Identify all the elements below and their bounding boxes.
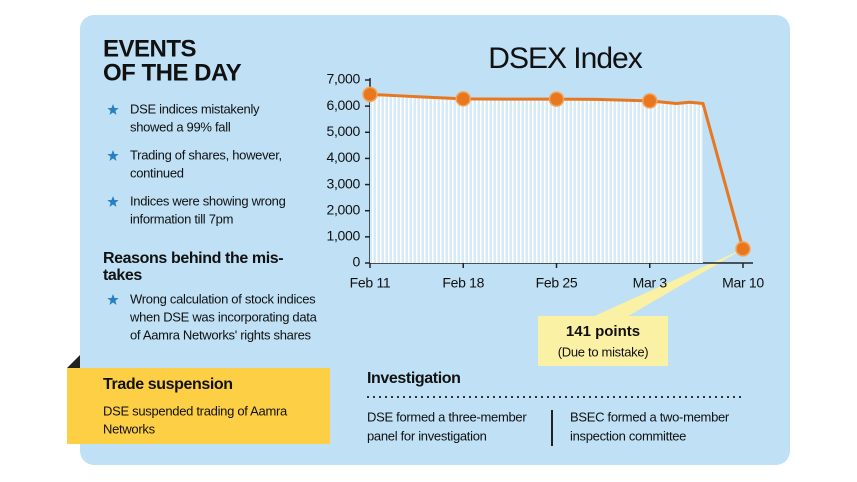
callout-box	[538, 316, 668, 366]
y-tick-label: 5,000	[326, 123, 360, 139]
x-tick-label: Mar 3	[633, 275, 668, 291]
x-tick-label: Feb 18	[442, 275, 484, 291]
suspension-box	[67, 368, 330, 444]
bullet-star	[107, 294, 119, 305]
suspension-text: DSE suspended trading of Aamra	[103, 403, 288, 418]
event-text: continued	[130, 165, 184, 180]
investigation-text: DSE formed a three-member	[367, 409, 527, 424]
y-tick-label: 6,000	[326, 97, 360, 113]
header-title: EVENTS	[103, 35, 197, 62]
y-tick-label: 2,000	[326, 201, 360, 217]
y-tick-label: 0	[353, 254, 361, 270]
box-fold	[67, 355, 80, 368]
reason-text: when DSE was incorporating data	[129, 309, 318, 324]
reasons-title: takes	[103, 267, 142, 284]
y-tick-label: 7,000	[326, 71, 360, 87]
area	[370, 94, 704, 263]
event-text: Trading of shares, however,	[130, 147, 282, 162]
point-marker	[455, 91, 471, 107]
x-tick-label: Feb 11	[350, 275, 391, 291]
suspension-text: Networks	[103, 421, 156, 436]
bullet-star	[107, 104, 119, 115]
investigation-title: Investigation	[367, 370, 460, 387]
bullet-star	[107, 150, 119, 161]
investigation-text: panel for investigation	[367, 428, 487, 443]
annotation-title: 141 points	[566, 323, 640, 340]
chart-title: DSEX Index	[488, 42, 642, 75]
y-tick-label: 3,000	[326, 175, 360, 191]
event-text: showed a 99% fall	[130, 119, 231, 134]
callout-pointer	[590, 249, 743, 318]
point-marker	[642, 93, 658, 109]
annotation-note: (Due to mistake)	[558, 344, 649, 359]
line	[369, 92, 745, 250]
reasons-title: Reasons behind the mis-	[103, 250, 283, 267]
reason-text: Wrong calculation of stock indices	[130, 291, 316, 306]
event-text: DSE indices mistakenly	[130, 101, 260, 116]
suspension-title: Trade suspension	[103, 376, 233, 393]
point-marker	[362, 86, 378, 103]
header-title: OF THE DAY	[103, 59, 242, 86]
event-text: Indices were showing wrong	[130, 193, 286, 208]
x-tick-label: Mar 10	[722, 275, 764, 291]
bullet-star	[107, 196, 119, 207]
x-tick-label: Feb 25	[536, 275, 578, 291]
investigation-text: BSEC formed a two-member	[570, 409, 730, 424]
investigation-text: inspection committee	[570, 428, 686, 443]
event-text: information till 7pm	[130, 211, 233, 226]
point-marker	[548, 91, 565, 107]
y-tick-label: 1,000	[326, 228, 360, 244]
reason-text: of Aamra Networks' rights shares	[130, 327, 312, 342]
point-marker	[735, 241, 751, 257]
y-tick-label: 4,000	[326, 149, 360, 165]
